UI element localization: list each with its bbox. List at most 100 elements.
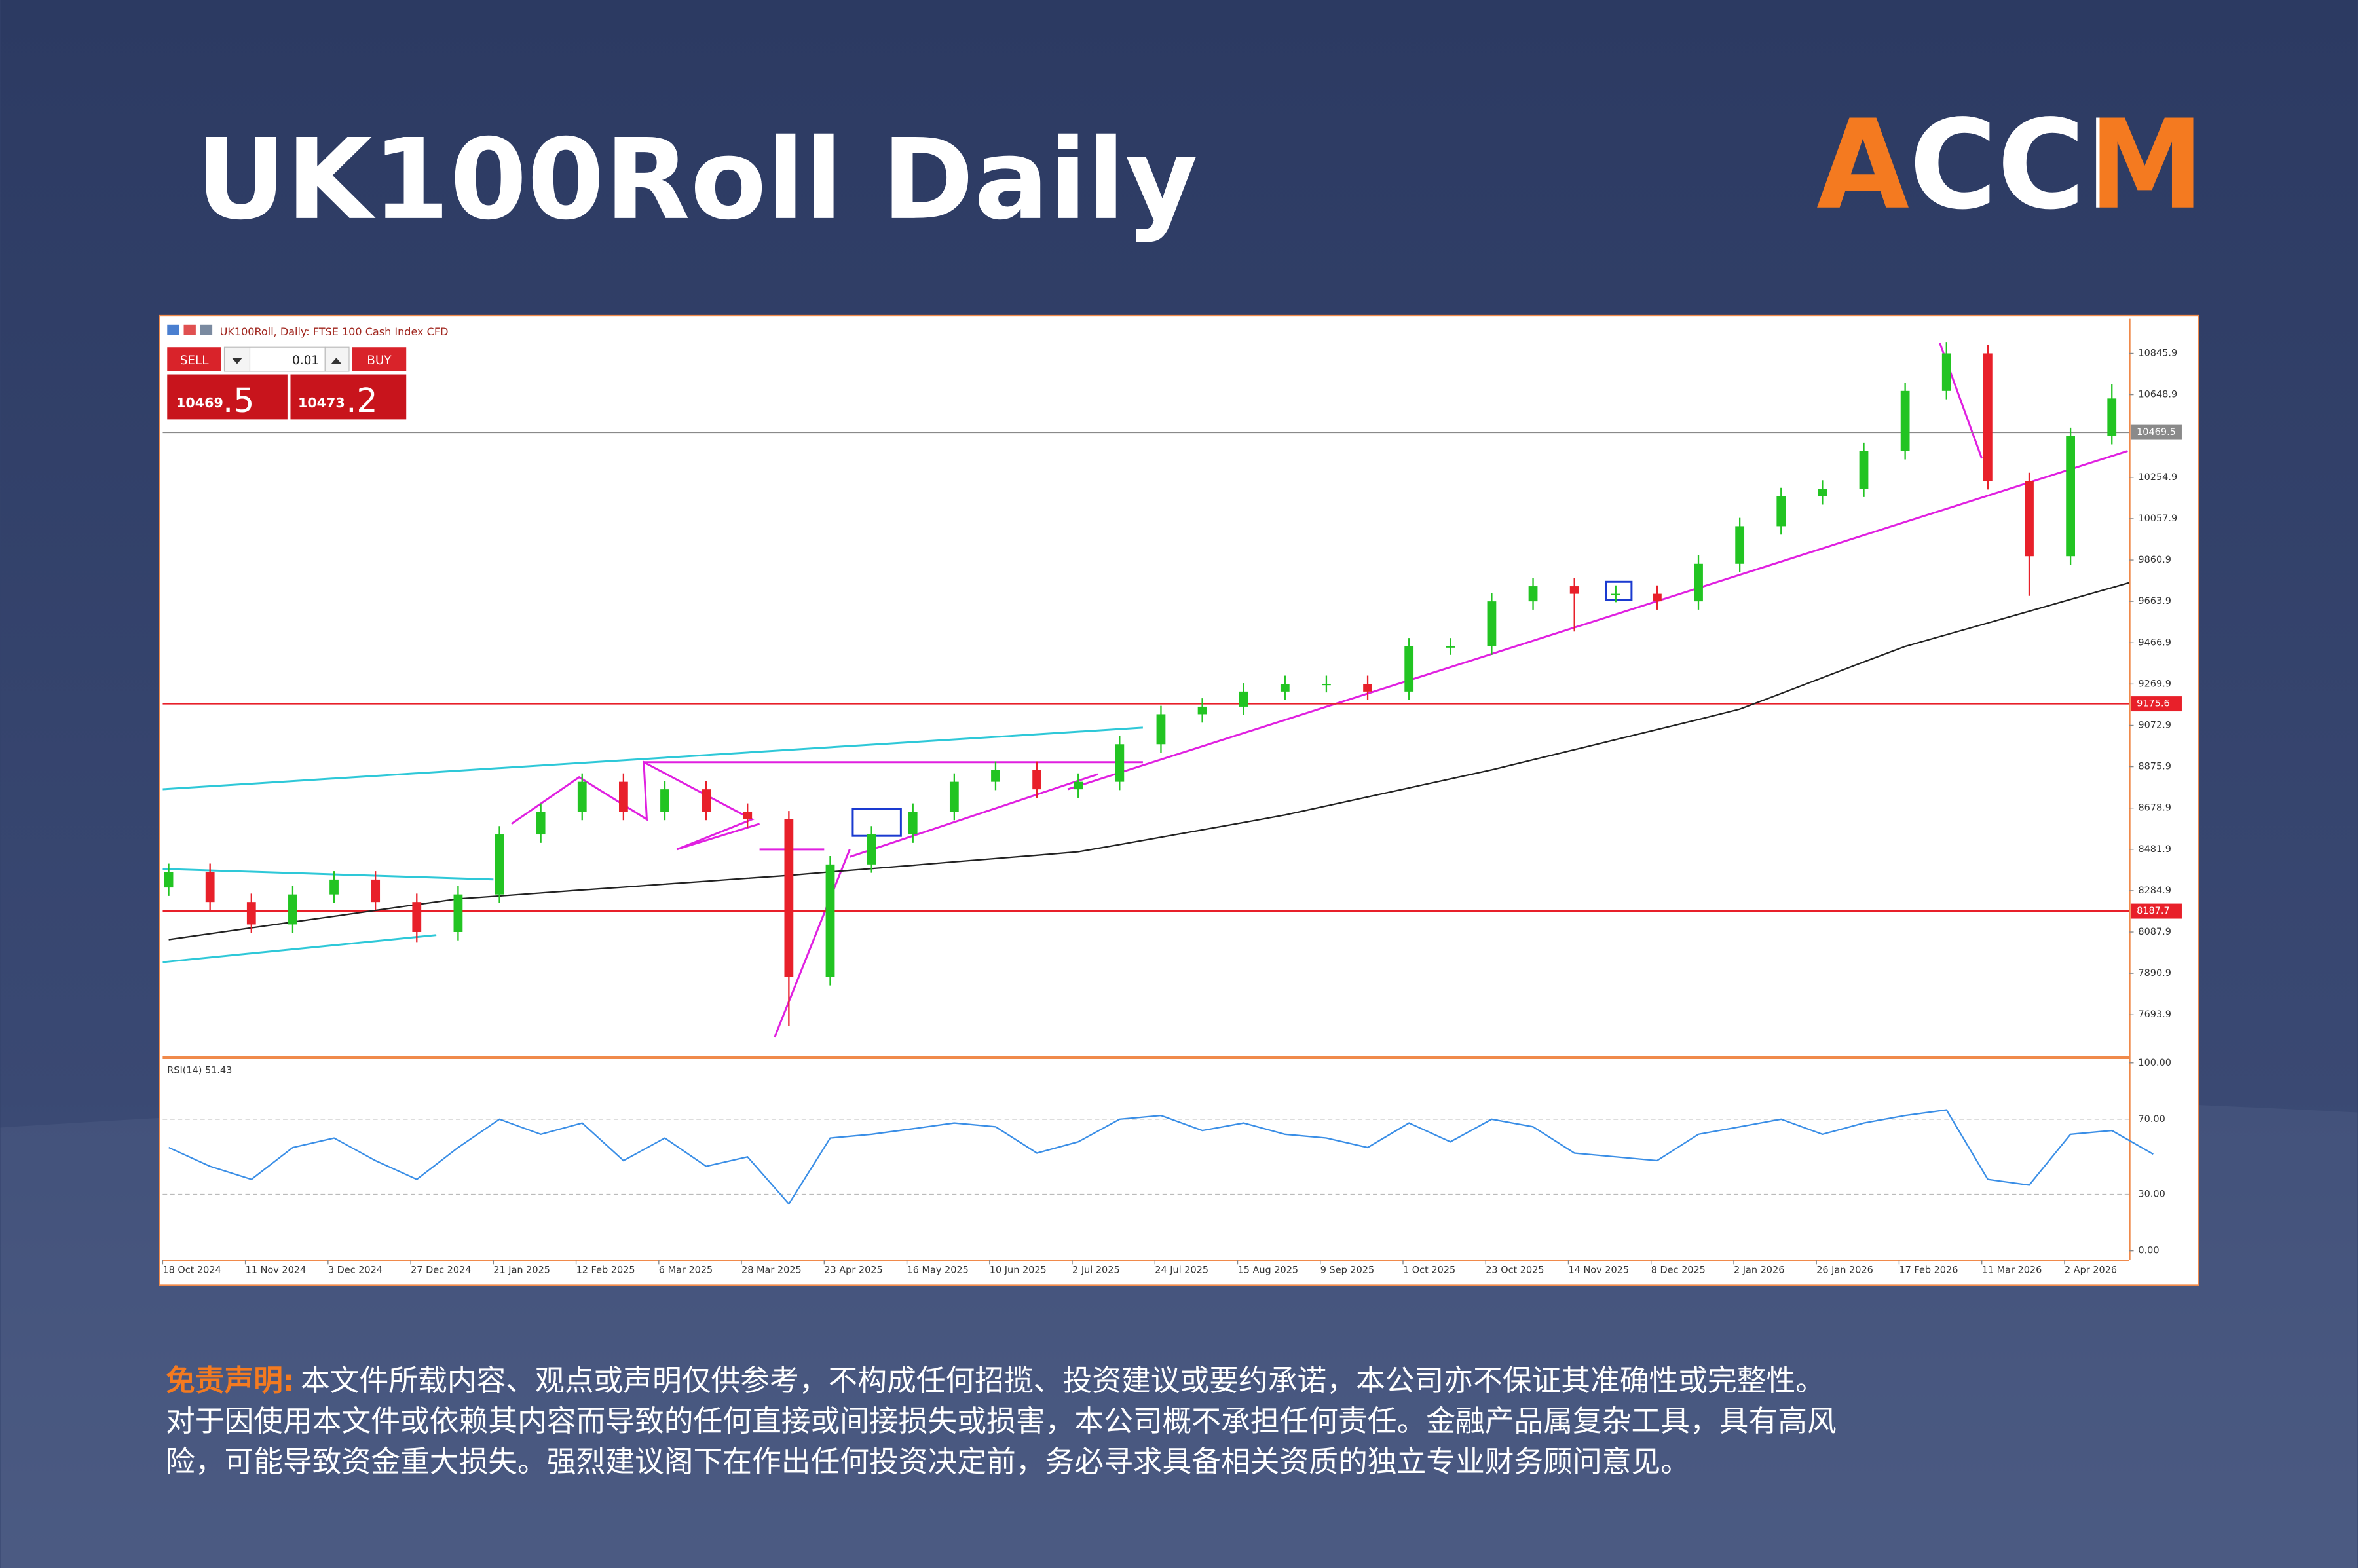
sell-button[interactable] (167, 347, 221, 371)
y-tick-label: 10845.9 (2138, 348, 2177, 358)
lot-input[interactable] (249, 346, 326, 372)
rsi-label: RSI(14) 51.43 (167, 1065, 232, 1075)
bid-box[interactable] (167, 374, 288, 420)
buy-button[interactable] (352, 347, 407, 371)
rsi-line (168, 1109, 2154, 1205)
chart-caption: UK100Roll, Daily: FTSE 100 Cash Index CF… (220, 326, 449, 338)
y-tick-label: 8875.9 (2138, 762, 2171, 772)
candle-body (577, 781, 587, 812)
candle-body (2025, 481, 2034, 557)
rsi-tick-label: 30.00 (2138, 1189, 2165, 1200)
candle-body (1074, 781, 1083, 790)
trendline (849, 773, 1098, 858)
candle-body (867, 834, 876, 865)
x-tick-label: 26 Jan 2026 (1816, 1265, 1873, 1276)
ask-fraction: .2 (346, 381, 377, 420)
trendline (1067, 450, 2128, 791)
candle-body (1941, 353, 1951, 391)
level-tag (2130, 424, 2182, 440)
x-tick-label: 18 Oct 2024 (162, 1265, 221, 1276)
disclaimer-line: 对于因使用本文件或依赖其内容而导致的任何直接或间接损失或损害，本公司概不承担任何… (166, 1404, 1837, 1438)
y-tick-label: 8481.9 (2138, 844, 2171, 855)
candle-body (1487, 601, 1497, 646)
y-tick-label: 8087.9 (2138, 927, 2171, 937)
candle-body (702, 789, 711, 812)
level-tag (2130, 696, 2182, 712)
chart-icon (200, 324, 213, 335)
candle-body (1611, 593, 1620, 595)
candle-body (1404, 646, 1414, 692)
candle-body (288, 894, 297, 925)
rsi-tick-label: 0.00 (2138, 1246, 2159, 1256)
annotations (162, 342, 2128, 1038)
candle-body (1818, 489, 1827, 496)
candle-body (825, 864, 835, 977)
x-tick-label: 27 Dec 2024 (411, 1265, 471, 1276)
candle-body (205, 872, 215, 903)
level-label: 9175.6 (2137, 699, 2170, 709)
candle-body (1197, 706, 1207, 715)
candle-body (1735, 526, 1745, 564)
disclaimer-label: 免责声明: (166, 1363, 295, 1398)
candle-body (2066, 436, 2075, 557)
candle-body (1115, 744, 1125, 782)
level-tag (2130, 903, 2182, 919)
x-tick-label: 6 Mar 2025 (659, 1265, 713, 1276)
candle-body (619, 781, 628, 812)
candle-body (1239, 691, 1248, 707)
y-tick-label: 8678.9 (2138, 803, 2171, 813)
x-tick-label: 28 Mar 2025 (741, 1265, 802, 1276)
x-tick-label: 24 Jul 2025 (1155, 1265, 1208, 1276)
rsi-tick-label: 100.00 (2138, 1058, 2171, 1068)
pattern (511, 760, 760, 851)
y-tick-label: 9860.9 (2138, 555, 2171, 565)
x-tick-label: 10 Jun 2025 (990, 1265, 1047, 1276)
chart-window (159, 314, 2199, 1286)
rsi-tick-label: 70.00 (2138, 1114, 2165, 1125)
y-tick-label: 10057.9 (2138, 513, 2177, 524)
x-tick-label: 8 Dec 2025 (1651, 1265, 1706, 1276)
chart-icon (167, 324, 179, 335)
trendline (162, 868, 494, 881)
y-tick-label: 10254.9 (2138, 472, 2177, 483)
ask-price: 10473 (298, 395, 345, 411)
candle-body (660, 789, 669, 812)
sell-label[interactable]: SELL (180, 354, 209, 367)
candle-body (949, 781, 959, 812)
lot-value: 0.01 (292, 354, 319, 367)
arrow-icon (231, 358, 243, 364)
arrow-icon (331, 358, 342, 364)
candle-body (371, 879, 381, 903)
candle-body (495, 834, 504, 895)
candle-body (991, 770, 1000, 782)
y-tick-label: 7693.9 (2138, 1009, 2171, 1020)
x-tick-label: 14 Nov 2025 (1568, 1265, 1629, 1276)
trendline (162, 934, 437, 963)
x-tick-label: 15 Aug 2025 (1238, 1265, 1299, 1276)
y-tick-label: 9072.9 (2138, 720, 2171, 730)
y-tick-label: 7890.9 (2138, 968, 2171, 979)
x-tick-label: 2 Apr 2026 (2065, 1265, 2117, 1276)
candle-body (164, 872, 174, 888)
x-tick-label: 1 Oct 2025 (1403, 1265, 1455, 1276)
candle-body (1280, 684, 1290, 692)
candle-body (908, 812, 918, 835)
y-tick-label: 8284.9 (2138, 886, 2171, 896)
x-tick-label: 17 Feb 2026 (1899, 1265, 1958, 1276)
ask-box[interactable] (290, 374, 407, 420)
buy-label: BUY (367, 354, 392, 367)
x-tick-label: 2 Jul 2025 (1072, 1265, 1120, 1276)
pattern-box (852, 808, 902, 837)
level-label: 8187.7 (2137, 906, 2170, 916)
page-title: UK100Roll Daily (196, 115, 1198, 245)
candle-body (1363, 684, 1372, 692)
candle-body (2107, 398, 2117, 436)
y-tick-label: 9269.9 (2138, 679, 2171, 689)
disclaimer-line: 本文件所载内容、观点或声明仅供参考，不构成任何招揽、投资建议或要约承诺，本公司亦… (301, 1363, 1825, 1398)
y-tick-label: 9466.9 (2138, 637, 2171, 648)
level-label: 10469.5 (2137, 427, 2176, 438)
bid-fraction: .5 (223, 381, 254, 420)
